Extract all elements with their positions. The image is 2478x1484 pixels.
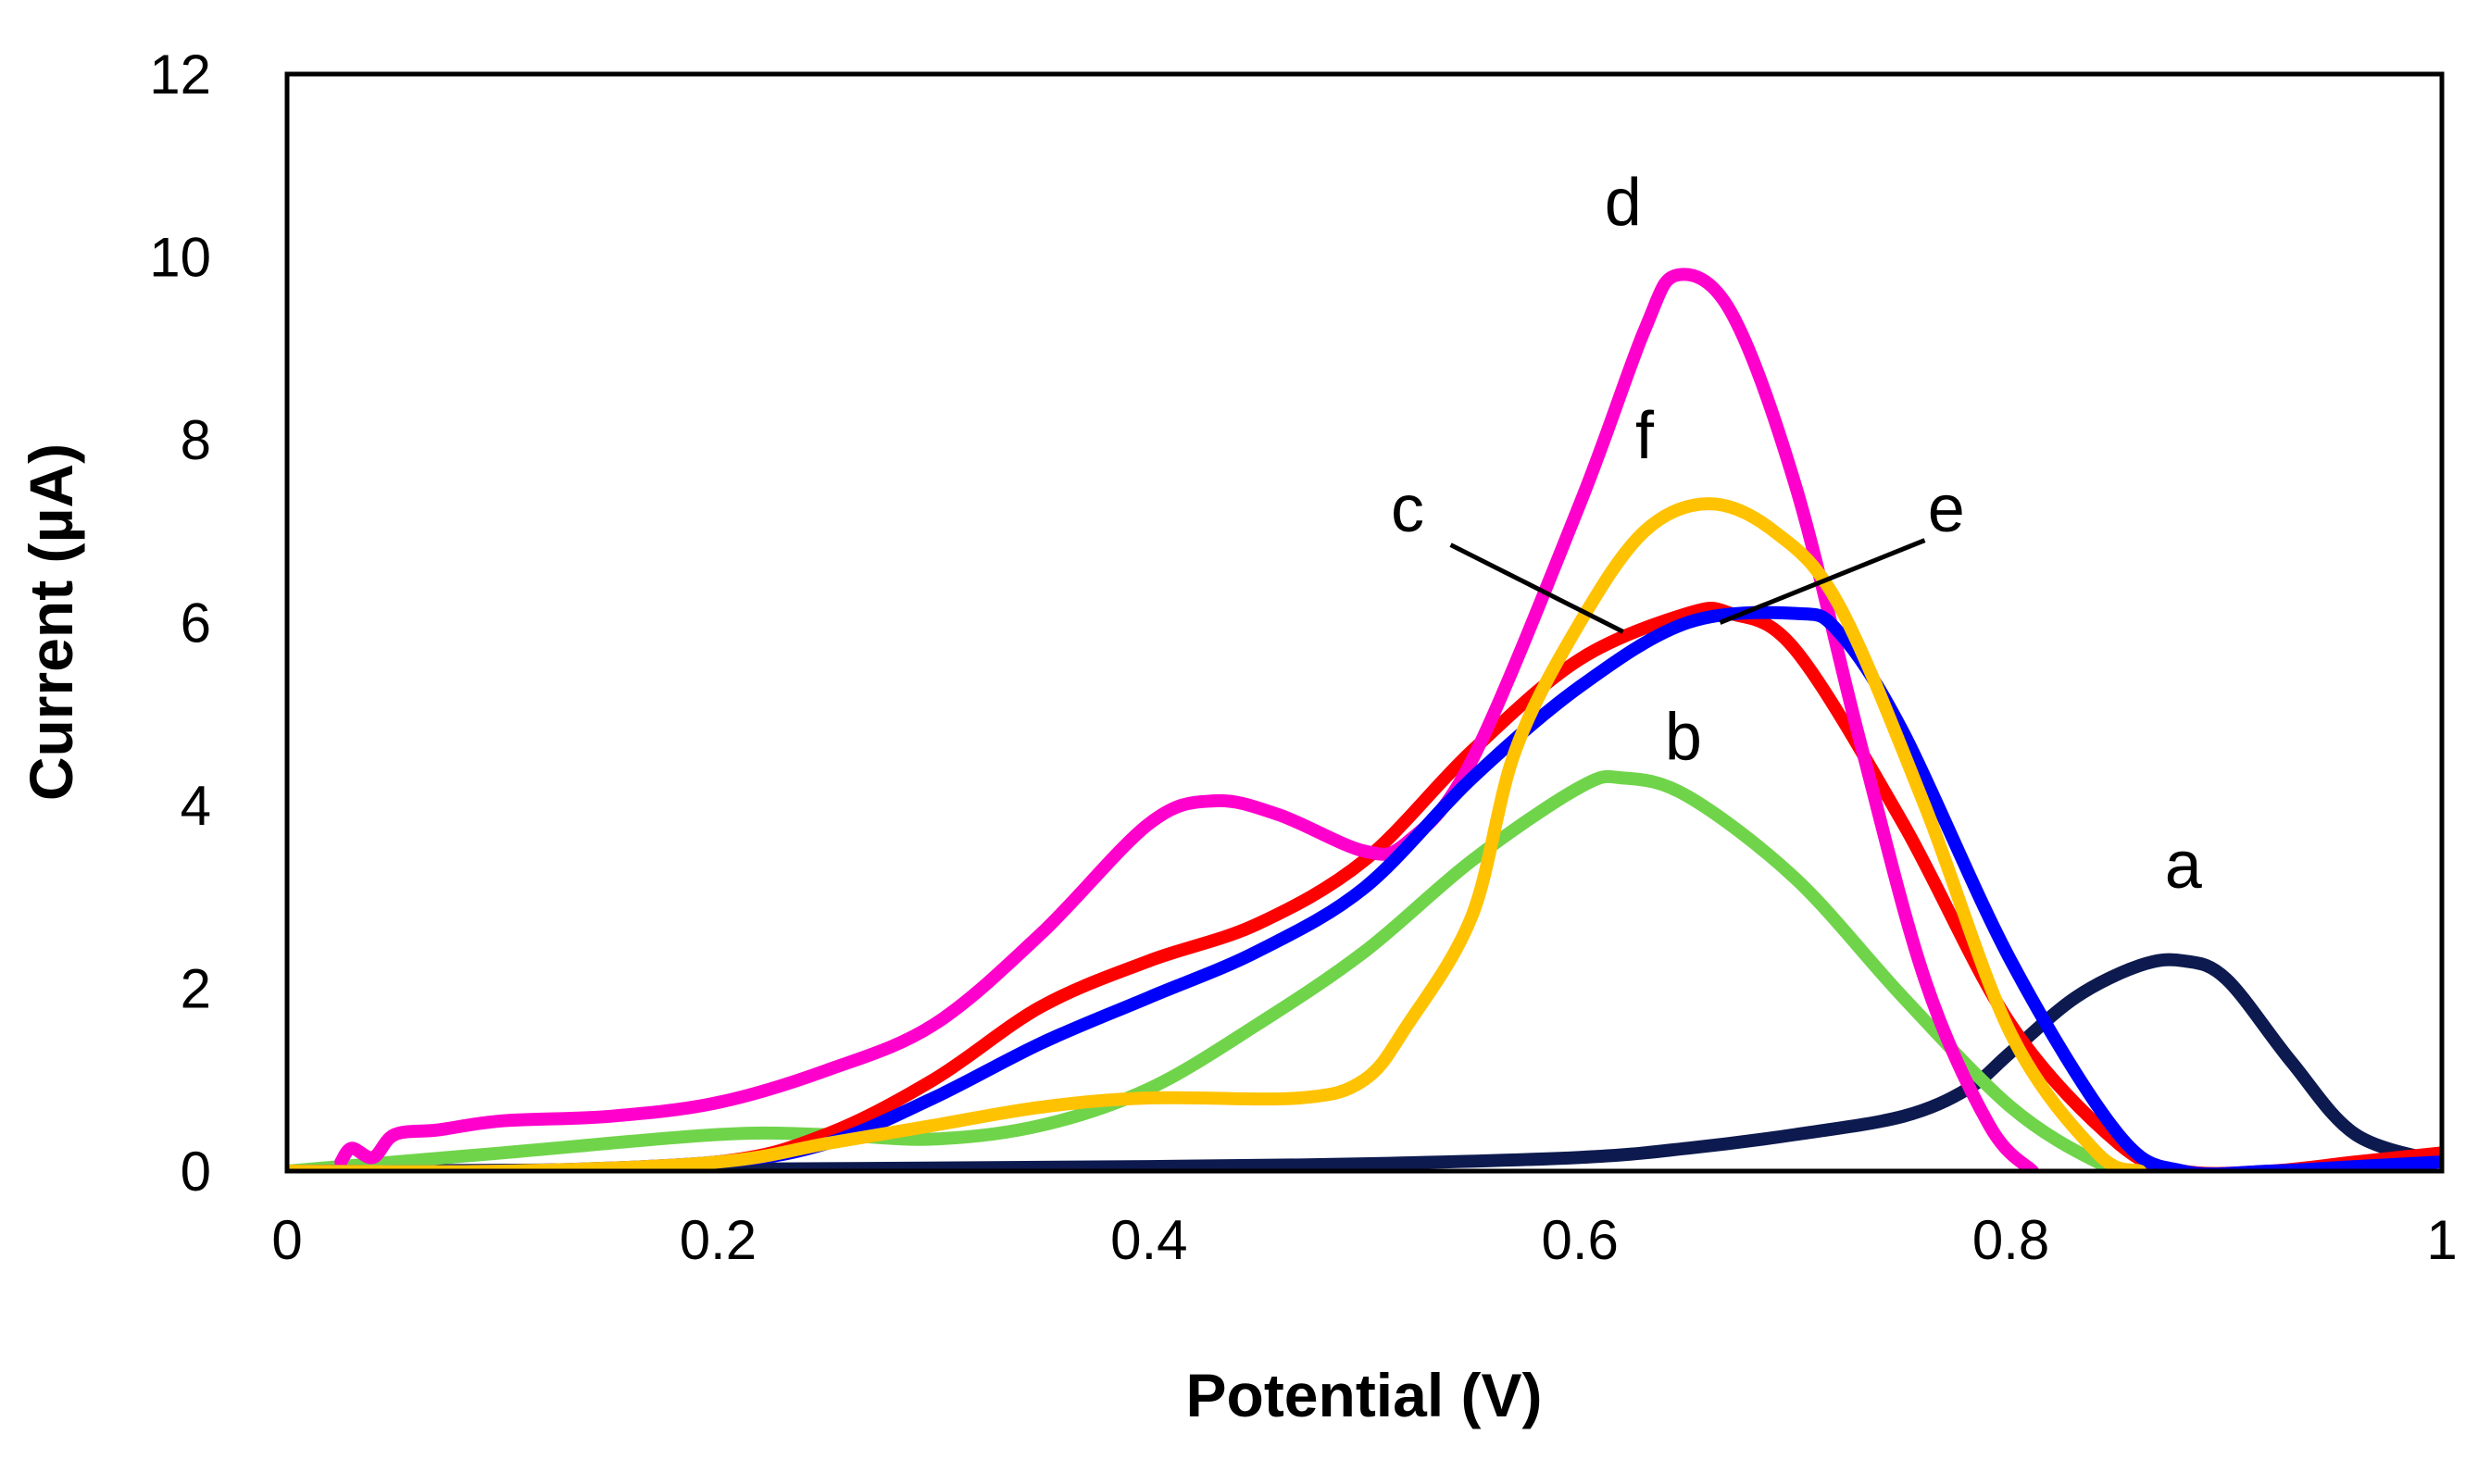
y-tick-label: 6 — [181, 592, 211, 655]
y-tick-label: 12 — [149, 44, 211, 106]
annotation-pointer-e — [1719, 538, 1926, 625]
x-axis-tick-labels: 0 0.2 0.4 0.6 0.8 1 — [271, 1209, 2457, 1271]
y-tick-label: 10 — [149, 227, 211, 289]
curve-label-e: e — [1928, 472, 1965, 546]
y-tick-label: 4 — [181, 775, 211, 837]
series-line-e — [287, 605, 2442, 1171]
series-line-b — [287, 769, 2147, 1171]
series-layer — [287, 268, 2442, 1171]
curve-label-f: f — [1635, 399, 1655, 473]
x-tick-label: 0.4 — [1110, 1209, 1187, 1271]
x-tick-label: 0.8 — [1972, 1209, 2049, 1271]
y-tick-label: 0 — [181, 1141, 211, 1203]
y-axis-tick-labels: 0 2 4 6 8 10 12 — [149, 44, 211, 1203]
x-tick-label: 0.6 — [1541, 1209, 1618, 1271]
x-tick-label: 0.2 — [680, 1209, 757, 1271]
series-line-d — [334, 268, 2039, 1171]
x-tick-label: 0 — [271, 1209, 302, 1271]
x-tick-label: 1 — [2426, 1209, 2457, 1271]
series-line-f — [287, 497, 2147, 1171]
annotation-pointer-c — [1449, 542, 1624, 634]
plot-area-frame — [284, 71, 2445, 1174]
curve-label-b: b — [1665, 701, 1702, 775]
curve-label-a: a — [2165, 829, 2203, 903]
curve-label-d: d — [1605, 166, 1642, 240]
y-axis-title: Current (µA) — [17, 443, 85, 801]
y-tick-label: 8 — [181, 409, 211, 471]
curve-annotations: a b c d e f — [1391, 166, 2203, 903]
series-line-a — [287, 953, 2442, 1171]
curve-label-c: c — [1391, 472, 1424, 546]
y-tick-label: 2 — [181, 958, 211, 1020]
x-axis-title: Potential (V) — [1185, 1361, 1542, 1429]
